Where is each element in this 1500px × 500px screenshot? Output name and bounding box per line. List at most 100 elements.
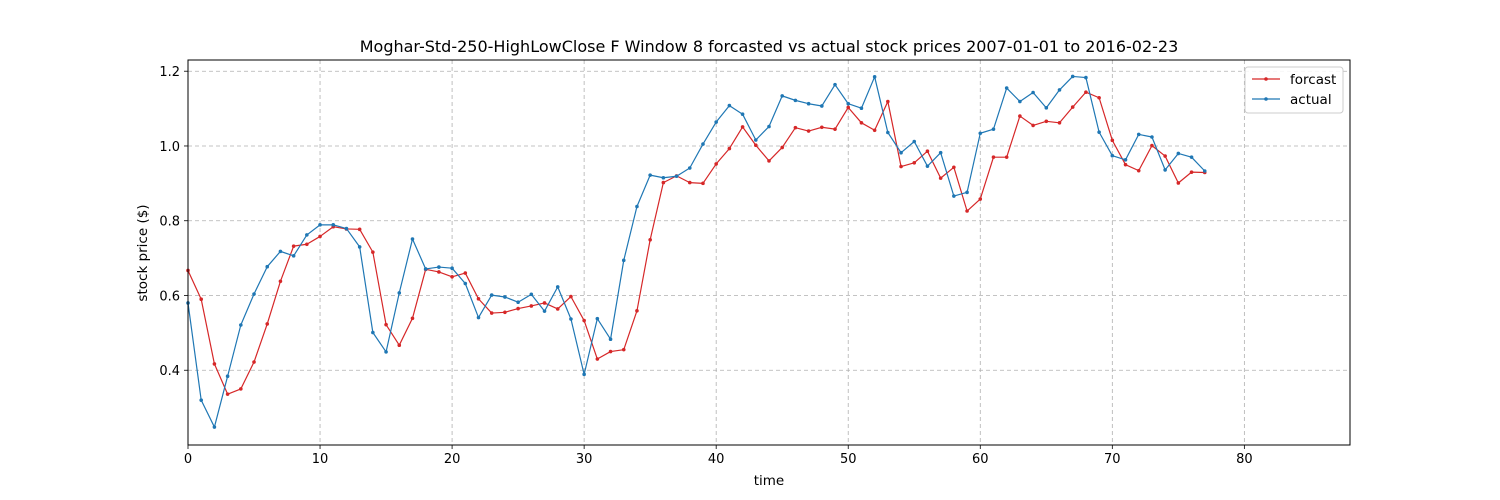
data-point-actual [410, 237, 415, 241]
series-line-forcast [187, 91, 1205, 395]
y-tick-label: 0.4 [159, 364, 180, 379]
y-tick-label: 1.0 [159, 140, 180, 155]
data-point-actual [991, 127, 996, 131]
data-point-actual [1031, 90, 1035, 95]
data-point-actual [450, 266, 454, 271]
series-line-actual [187, 75, 1206, 428]
data-point-actual [278, 249, 283, 254]
data-point-actual [595, 316, 600, 321]
data-point-forcast [410, 316, 415, 321]
data-point-actual [925, 164, 930, 168]
data-point-forcast [820, 125, 824, 130]
data-point-actual [1110, 153, 1115, 158]
legend-item-actual: actual [1252, 92, 1332, 108]
data-point-actual [516, 300, 520, 305]
data-point-actual [423, 267, 428, 271]
data-point-forcast [318, 234, 322, 239]
data-point-actual [899, 150, 903, 155]
data-point-actual [371, 330, 375, 335]
data-point-forcast [608, 349, 613, 354]
data-point-forcast [555, 307, 560, 311]
data-point-actual [1202, 169, 1207, 173]
data-point-actual [1176, 151, 1181, 156]
data-point-forcast [212, 362, 217, 366]
data-point-actual [912, 139, 917, 144]
data-point-forcast [582, 318, 586, 323]
data-point-forcast [1176, 181, 1181, 185]
data-point-actual [608, 337, 613, 342]
data-point-forcast [714, 162, 718, 166]
data-point-actual [357, 245, 362, 249]
x-tick-label: 20 [444, 452, 461, 467]
data-point-forcast [1189, 170, 1194, 174]
x-tick-label: 70 [1104, 452, 1121, 467]
data-point-actual [437, 265, 441, 269]
legend-label-actual: actual [1290, 92, 1332, 108]
legend-label-forcast: forcast [1290, 72, 1336, 88]
data-point-actual [225, 374, 230, 379]
data-point-forcast [648, 237, 652, 242]
data-point-forcast [239, 387, 243, 391]
data-point-actual [635, 204, 639, 209]
plot-frame [187, 59, 1351, 446]
data-point-forcast [1150, 143, 1154, 148]
legend-marker-forcast [1264, 77, 1268, 81]
data-point-actual [555, 285, 560, 289]
data-point-actual [489, 293, 494, 297]
data-point-forcast [912, 160, 917, 165]
data-point-actual [820, 104, 824, 108]
x-tick-label: 10 [312, 452, 329, 467]
y-tick-label: 0.8 [159, 215, 180, 230]
data-point-forcast [727, 146, 732, 151]
chart-title: Moghar-Std-250-HighLowClose F Window 8 f… [360, 37, 1179, 56]
data-point-actual [1097, 130, 1101, 134]
data-point-actual [476, 315, 481, 320]
data-point-forcast [872, 128, 877, 133]
data-point-forcast [991, 155, 996, 159]
data-point-actual [886, 130, 890, 135]
data-point-forcast [265, 322, 270, 326]
data-point-actual [318, 223, 322, 227]
data-point-actual [542, 309, 547, 313]
data-point-forcast [384, 322, 388, 327]
data-point-forcast [1110, 138, 1115, 143]
data-point-actual [965, 190, 969, 195]
data-point-actual [1150, 135, 1154, 139]
data-point-forcast [278, 279, 283, 284]
x-axis-label: time [754, 473, 785, 489]
data-point-forcast [952, 165, 956, 170]
data-point-forcast [687, 180, 692, 185]
data-point-forcast [503, 310, 507, 315]
data-point-actual [1070, 74, 1075, 79]
data-point-forcast [225, 392, 230, 396]
data-point-forcast [859, 121, 864, 125]
data-point-actual [780, 94, 784, 98]
data-point-forcast [476, 297, 481, 301]
data-point-actual [397, 291, 402, 295]
data-point-actual [1044, 106, 1049, 110]
data-point-forcast [621, 347, 626, 352]
data-point-forcast [846, 105, 851, 110]
data-point-actual [1163, 168, 1167, 172]
data-point-actual [1136, 132, 1141, 137]
x-tick-label: 50 [840, 452, 857, 467]
data-point-actual [740, 112, 745, 116]
x-tick-label: 60 [972, 452, 989, 467]
data-point-forcast [357, 227, 362, 232]
data-point-forcast [780, 145, 784, 150]
ticks: 0 10 20 30 40 50 60 70 80 0.4 0.6 0.8 1.0 1.2 [159, 65, 1252, 467]
data-point-forcast [1123, 162, 1128, 167]
data-point-actual [687, 166, 692, 170]
data-point-forcast [1163, 154, 1167, 158]
data-point-actual [582, 372, 586, 377]
data-point-actual [291, 254, 296, 258]
data-point-actual [305, 233, 309, 237]
data-point-forcast [1070, 105, 1075, 109]
data-point-actual [978, 131, 983, 136]
data-point-forcast [1084, 90, 1088, 94]
data-point-actual [859, 106, 864, 111]
y-tick-label: 1.2 [159, 65, 180, 80]
y-tick-label: 0.6 [159, 289, 180, 304]
data-point-forcast [252, 360, 256, 364]
